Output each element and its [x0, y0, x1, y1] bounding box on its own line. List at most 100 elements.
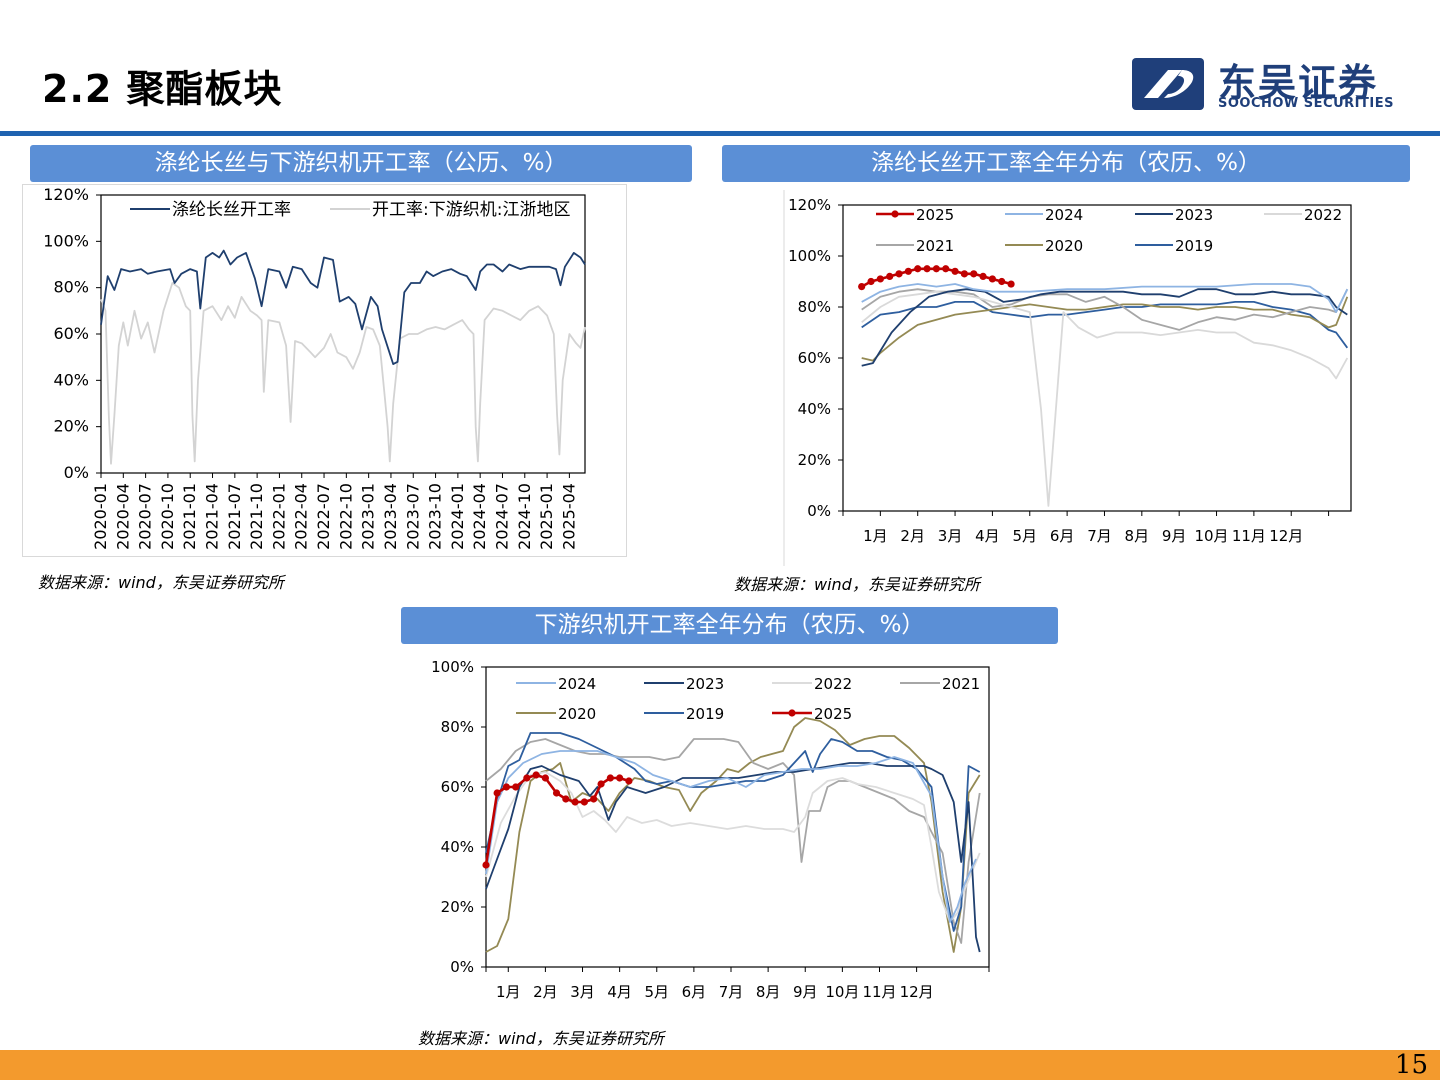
y-tick-label: 100% [431, 658, 474, 676]
series-point [571, 798, 579, 806]
right-chart-source: 数据来源：wind，东吴证券研究所 [734, 575, 980, 594]
x-tick-label: 2022-01 [269, 483, 288, 550]
x-tick-label: 2024-01 [448, 483, 467, 550]
plot-area [842, 204, 1352, 512]
x-tick-label: 12月 [1269, 527, 1303, 545]
x-tick-label: 2022-07 [314, 483, 333, 550]
x-tick-label: 2月 [533, 983, 558, 1001]
x-tick-label: 2024-10 [515, 483, 534, 550]
legend-label: 2022 [1304, 206, 1342, 224]
legend-label: 2025 [814, 705, 852, 723]
series-line [861, 296, 1349, 362]
y-tick-label: 0% [807, 502, 831, 520]
series-line [485, 738, 981, 944]
legend-label: 2023 [686, 675, 724, 693]
series-point [914, 265, 922, 273]
x-tick-label: 2021-04 [203, 483, 222, 550]
legend-label: 2023 [1175, 206, 1213, 224]
series-line [484, 773, 630, 866]
footer-bar [0, 1050, 1440, 1080]
x-tick-label: 5月 [1012, 527, 1037, 545]
series-line [861, 301, 1349, 349]
x-tick-label: 2021-07 [225, 483, 244, 550]
legend-label: 2021 [916, 237, 954, 255]
x-tick-label: 10月 [825, 983, 859, 1001]
x-tick-label: 3月 [938, 527, 963, 545]
legend-label: 2022 [814, 675, 852, 693]
legend-label: 2025 [916, 206, 954, 224]
x-tick-label: 2023-10 [426, 483, 445, 550]
series-point [606, 774, 614, 782]
series-point [562, 795, 570, 803]
series-point [590, 795, 598, 803]
series-point [502, 783, 511, 791]
series-line [485, 771, 981, 923]
series-point [876, 275, 884, 283]
series-point [979, 272, 987, 280]
series-line [861, 290, 1349, 507]
legend-label: 2019 [1175, 237, 1213, 255]
series-point [858, 283, 866, 291]
chart-left: 0%20%40%60%80%100%120%2020-01 2020-04 2020… [22, 184, 627, 557]
x-tick-label: 2021-01 [180, 483, 199, 550]
series-point [960, 270, 968, 278]
x-tick-label: 2023-04 [381, 483, 400, 550]
series-line [485, 750, 977, 923]
y-tick-label: 60% [53, 324, 89, 343]
plot-area [100, 194, 586, 474]
legend-label: 开工率:下游织机:江浙地区 [372, 200, 570, 220]
series-point [923, 265, 931, 273]
y-tick-label: 60% [441, 778, 474, 796]
x-tick-label: 12月 [900, 983, 934, 1001]
legend-label: 2024 [1045, 206, 1083, 224]
x-tick-label: 2022-10 [336, 483, 355, 550]
series-point [904, 267, 912, 275]
x-tick-label: 6月 [682, 983, 707, 1001]
x-tick-label: 2025-01 [537, 483, 556, 550]
legend-marker [891, 210, 899, 218]
x-tick-label: 5月 [644, 983, 669, 1001]
series-point [625, 777, 633, 785]
y-tick-label: 40% [53, 370, 89, 389]
series-point [895, 270, 903, 278]
series-point [970, 270, 978, 278]
series-line [861, 283, 1349, 313]
series-point [988, 275, 997, 283]
chart-bottom: 0%20%40%60%80%100%1月 2月 3月 4月 5月 6月 7月 8月 9月 10月 1… [431, 658, 990, 1001]
series-point [541, 774, 549, 782]
x-tick-label: 1月 [496, 983, 521, 1001]
y-tick-label: 20% [53, 417, 89, 436]
series-point [951, 267, 959, 275]
x-tick-label: 2020-04 [113, 483, 132, 550]
series-point [597, 780, 605, 788]
x-tick-label: 8月 [1125, 527, 1150, 545]
legend-marker [788, 709, 796, 717]
legend-label: 2021 [942, 675, 980, 693]
page-title: 2.2 聚酯板块 [42, 67, 283, 111]
series-point [867, 277, 875, 286]
series-line [861, 288, 1348, 367]
y-tick-label: 0% [450, 958, 474, 976]
left-chart-banner: 涤纶长丝与下游织机开工率（公历、%） [30, 145, 692, 182]
y-tick-label: 40% [798, 400, 831, 418]
x-tick-label: 3月 [570, 983, 595, 1001]
x-tick-label: 8月 [756, 983, 781, 1001]
y-tick-label: 20% [441, 898, 474, 916]
series-point [552, 789, 561, 797]
legend-label: 涤纶长丝开工率 [172, 200, 291, 220]
x-tick-label: 2022-04 [292, 483, 311, 550]
x-tick-label: 7月 [1087, 527, 1112, 545]
bottom-chart-source: 数据来源：wind，东吴证券研究所 [418, 1029, 664, 1048]
series-line [485, 717, 981, 953]
header-rule [0, 131, 1440, 136]
series-point [998, 277, 1006, 286]
series-line [100, 249, 586, 366]
bottom-chart-banner: 下游织机开工率全年分布（农历、%） [401, 607, 1058, 644]
x-tick-label: 2023-07 [403, 483, 422, 550]
page-number: 15 [1394, 1050, 1428, 1080]
series-point [886, 272, 894, 280]
y-tick-label: 100% [788, 247, 831, 265]
x-tick-label: 2020-10 [158, 483, 177, 550]
series-point [493, 789, 501, 797]
x-tick-label: 4月 [975, 527, 1000, 545]
